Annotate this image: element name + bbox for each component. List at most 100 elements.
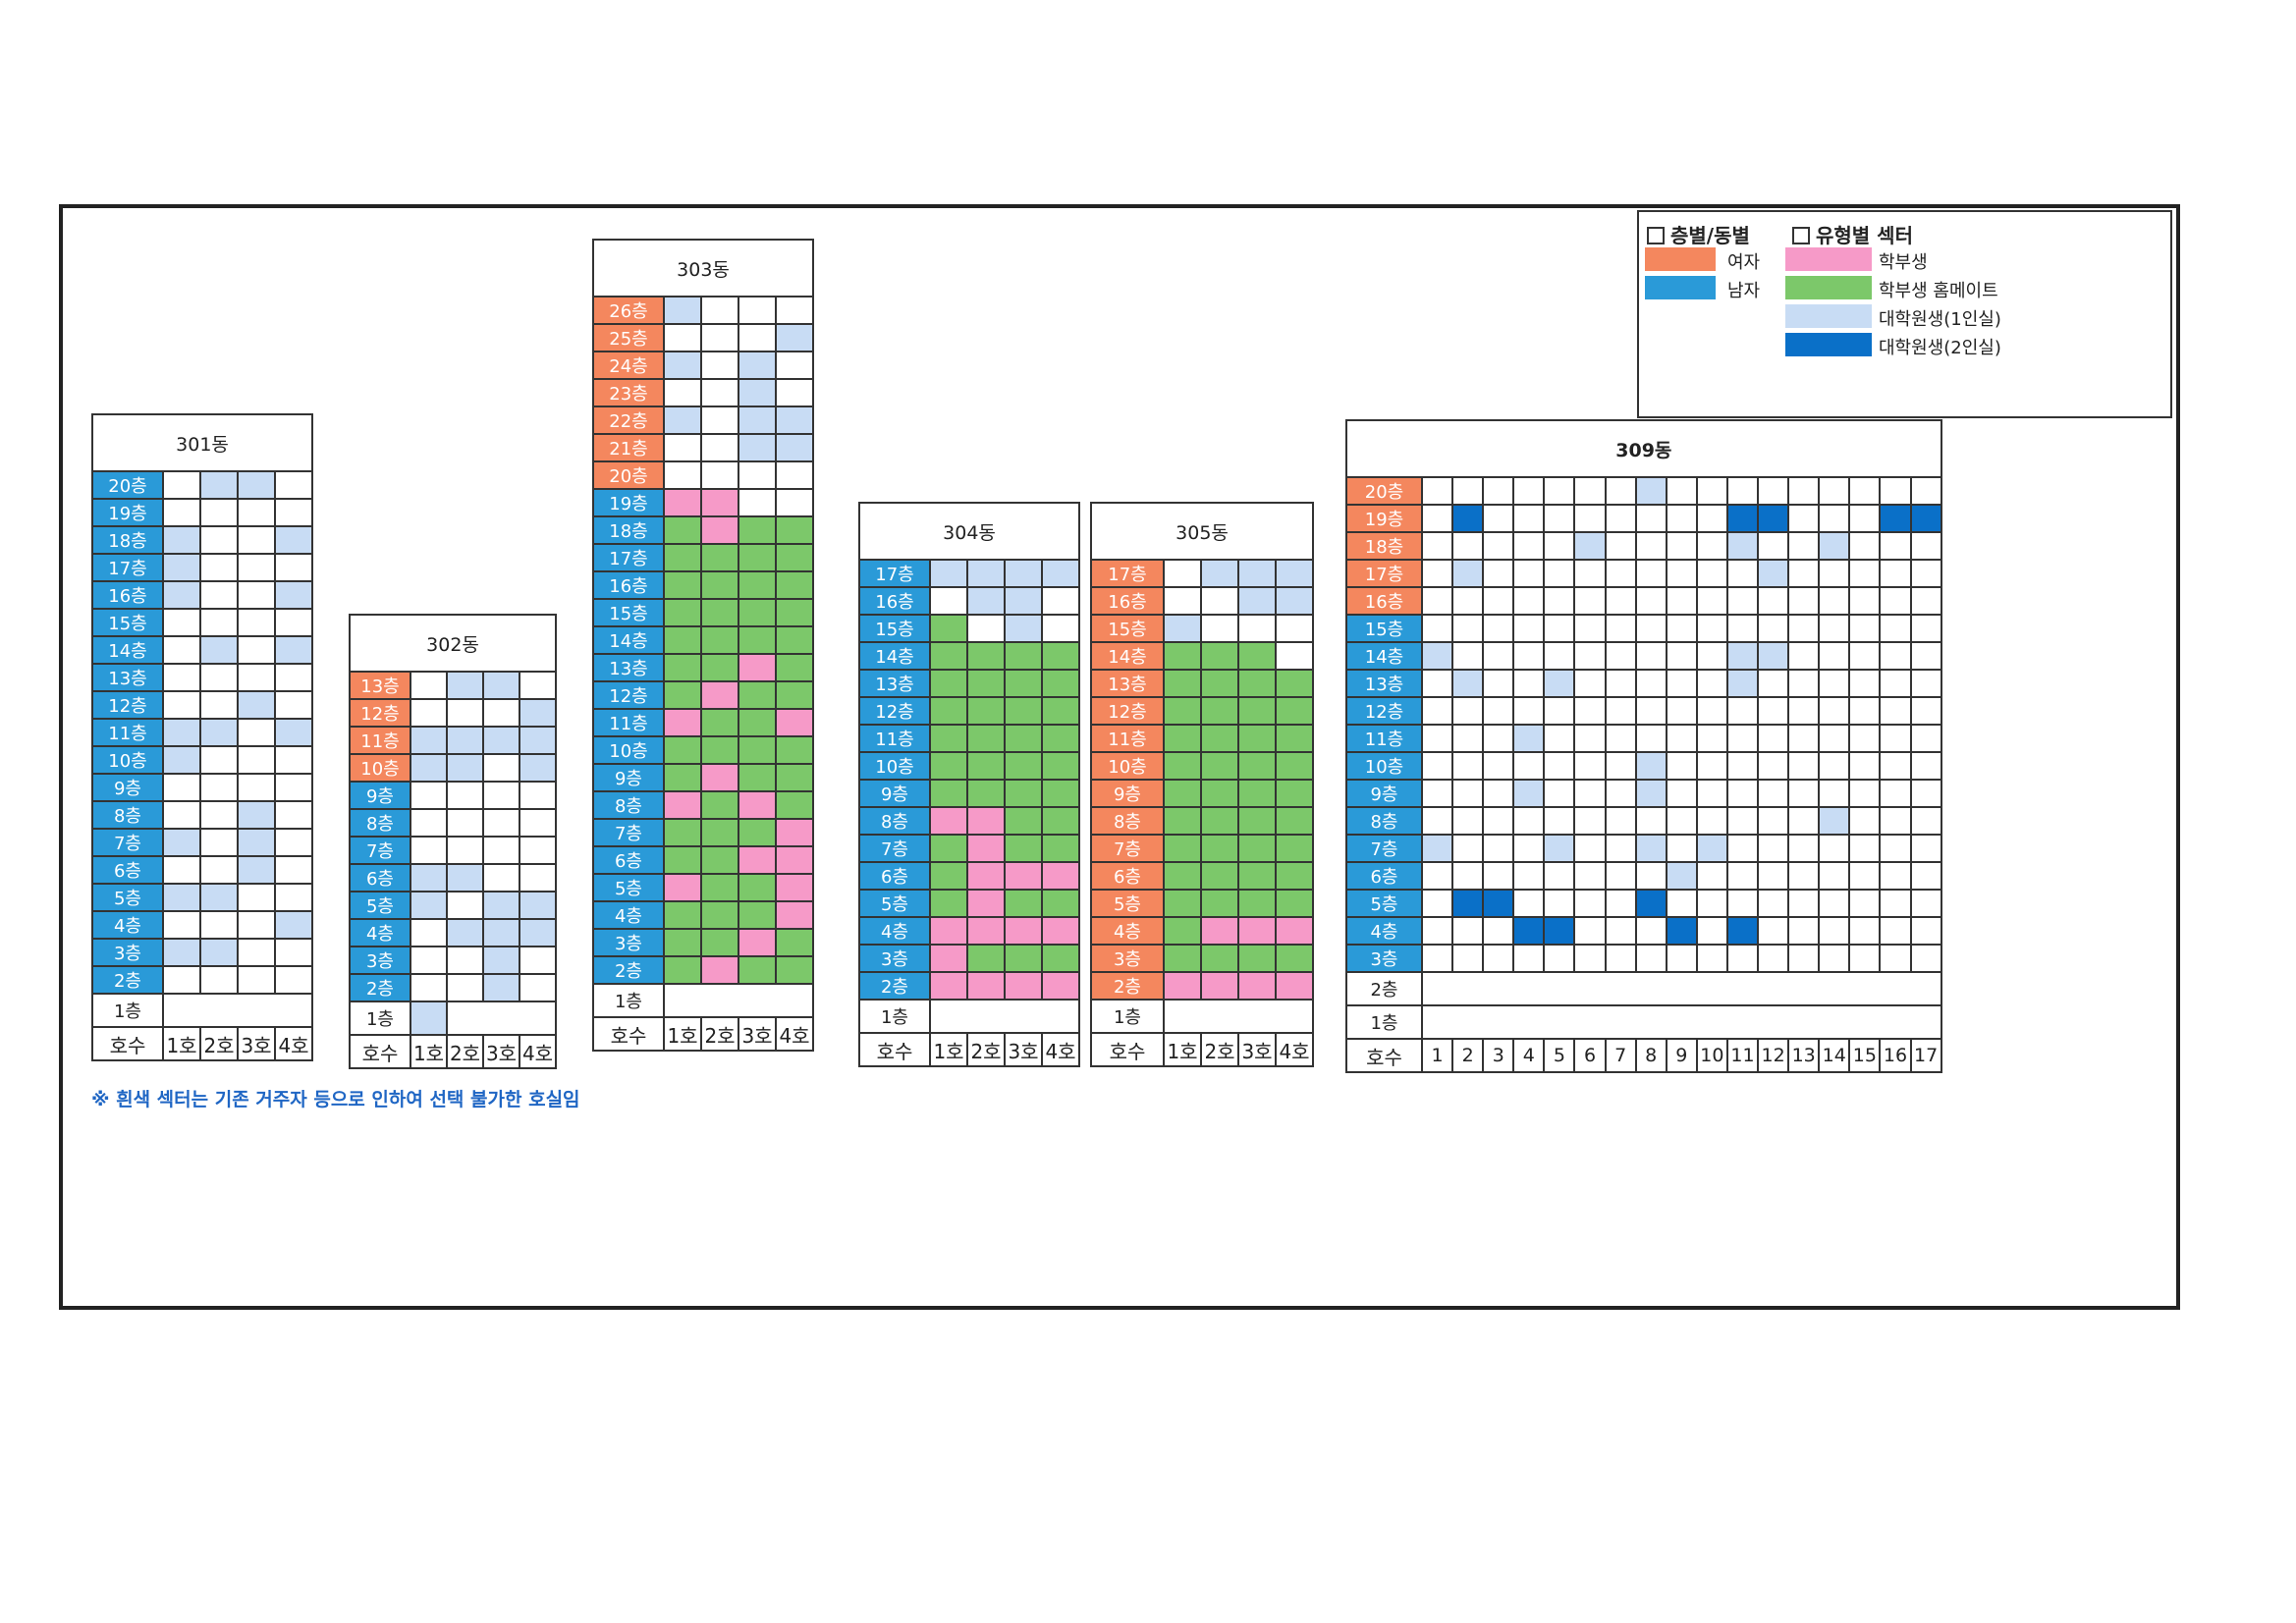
room-cell[interactable]	[1665, 916, 1698, 946]
room-cell[interactable]	[1163, 641, 1202, 671]
room-cell[interactable]	[738, 543, 777, 572]
room-cell[interactable]	[482, 891, 520, 920]
room-cell[interactable]	[1200, 559, 1239, 588]
room-cell[interactable]	[929, 614, 968, 643]
room-cell[interactable]	[1909, 504, 1942, 533]
room-cell[interactable]	[1274, 916, 1315, 946]
room-cell[interactable]	[1200, 861, 1239, 891]
room-cell[interactable]	[199, 883, 239, 912]
room-cell[interactable]	[1237, 586, 1277, 616]
room-cell[interactable]	[1757, 504, 1790, 533]
room-cell[interactable]	[1004, 751, 1043, 781]
room-cell[interactable]	[1040, 724, 1081, 753]
room-cell[interactable]	[1163, 724, 1202, 753]
room-cell[interactable]	[966, 641, 1006, 671]
room-cell[interactable]	[774, 433, 815, 462]
room-cell[interactable]	[966, 724, 1006, 753]
room-cell[interactable]	[700, 845, 739, 875]
room-cell[interactable]	[1200, 834, 1239, 863]
room-cell[interactable]	[1040, 944, 1081, 973]
room-cell[interactable]	[273, 718, 314, 747]
room-cell[interactable]	[1163, 944, 1202, 973]
room-cell[interactable]	[1237, 669, 1277, 698]
room-cell[interactable]	[929, 916, 968, 946]
room-cell[interactable]	[1237, 944, 1277, 973]
room-cell[interactable]	[663, 488, 702, 517]
room-cell[interactable]	[1200, 806, 1239, 836]
room-cell[interactable]	[1818, 531, 1851, 561]
room-cell[interactable]	[1725, 916, 1760, 946]
room-cell[interactable]	[774, 570, 815, 600]
room-cell[interactable]	[518, 726, 558, 755]
room-cell[interactable]	[1040, 751, 1081, 781]
room-cell[interactable]	[929, 944, 968, 973]
room-cell[interactable]	[738, 763, 777, 792]
room-cell[interactable]	[774, 680, 815, 710]
room-cell[interactable]	[162, 553, 201, 582]
room-cell[interactable]	[1163, 806, 1202, 836]
room-cell[interactable]	[774, 543, 815, 572]
room-cell[interactable]	[774, 818, 815, 847]
room-cell[interactable]	[482, 671, 520, 700]
room-cell[interactable]	[1237, 834, 1277, 863]
room-cell[interactable]	[738, 680, 777, 710]
room-cell[interactable]	[663, 818, 702, 847]
room-cell[interactable]	[1040, 916, 1081, 946]
room-cell[interactable]	[774, 845, 815, 875]
room-cell[interactable]	[1420, 641, 1454, 671]
room-cell[interactable]	[1200, 971, 1239, 1001]
room-cell[interactable]	[738, 955, 777, 985]
room-cell[interactable]	[663, 598, 702, 627]
room-cell[interactable]	[929, 779, 968, 808]
room-cell[interactable]	[446, 918, 484, 947]
room-cell[interactable]	[966, 916, 1006, 946]
room-cell[interactable]	[1451, 889, 1485, 918]
room-cell[interactable]	[1040, 861, 1081, 891]
room-cell[interactable]	[1040, 779, 1081, 808]
room-cell[interactable]	[1420, 834, 1454, 863]
room-cell[interactable]	[966, 861, 1006, 891]
room-cell[interactable]	[1200, 889, 1239, 918]
room-cell[interactable]	[700, 763, 739, 792]
room-cell[interactable]	[774, 955, 815, 985]
room-cell[interactable]	[1163, 971, 1202, 1001]
room-cell[interactable]	[482, 973, 520, 1002]
room-cell[interactable]	[1163, 614, 1202, 643]
room-cell[interactable]	[1004, 944, 1043, 973]
room-cell[interactable]	[1237, 889, 1277, 918]
room-cell[interactable]	[1040, 696, 1081, 726]
room-cell[interactable]	[700, 900, 739, 930]
room-cell[interactable]	[1274, 806, 1315, 836]
room-cell[interactable]	[237, 470, 276, 500]
room-cell[interactable]	[162, 718, 201, 747]
room-cell[interactable]	[237, 828, 276, 857]
room-cell[interactable]	[929, 669, 968, 698]
room-cell[interactable]	[1725, 669, 1760, 698]
room-cell[interactable]	[663, 735, 702, 765]
room-cell[interactable]	[663, 543, 702, 572]
room-cell[interactable]	[738, 378, 777, 407]
room-cell[interactable]	[518, 891, 558, 920]
room-cell[interactable]	[1725, 504, 1760, 533]
room-cell[interactable]	[1634, 779, 1667, 808]
room-cell[interactable]	[1634, 751, 1667, 781]
room-cell[interactable]	[237, 690, 276, 720]
room-cell[interactable]	[738, 928, 777, 957]
room-cell[interactable]	[929, 559, 968, 588]
room-cell[interactable]	[1200, 751, 1239, 781]
room-cell[interactable]	[738, 873, 777, 902]
room-cell[interactable]	[199, 635, 239, 665]
room-cell[interactable]	[774, 323, 815, 352]
room-cell[interactable]	[738, 570, 777, 600]
room-cell[interactable]	[700, 570, 739, 600]
room-cell[interactable]	[774, 763, 815, 792]
room-cell[interactable]	[700, 708, 739, 737]
room-cell[interactable]	[663, 406, 702, 435]
room-cell[interactable]	[1634, 889, 1667, 918]
room-cell[interactable]	[774, 928, 815, 957]
room-cell[interactable]	[929, 724, 968, 753]
room-cell[interactable]	[1004, 696, 1043, 726]
room-cell[interactable]	[1757, 559, 1790, 588]
room-cell[interactable]	[663, 845, 702, 875]
room-cell[interactable]	[446, 671, 484, 700]
